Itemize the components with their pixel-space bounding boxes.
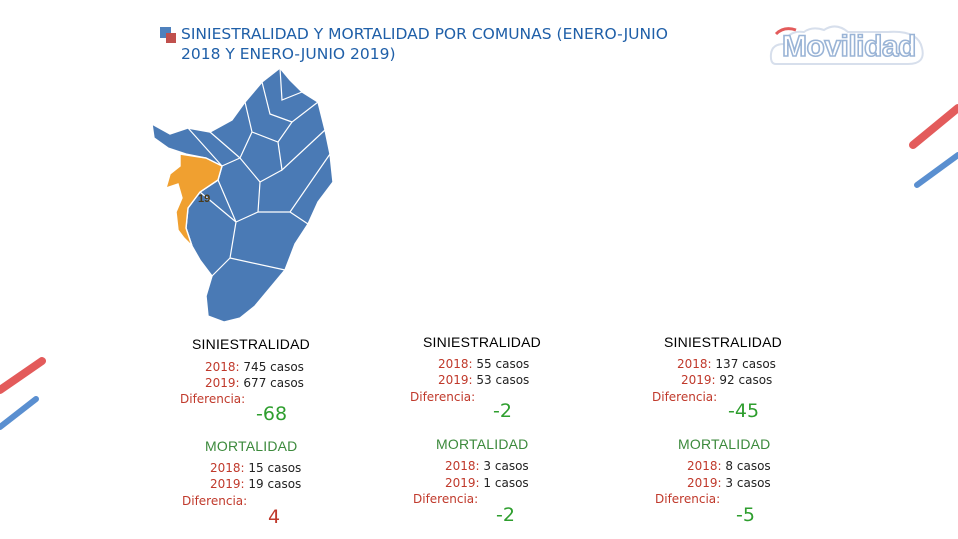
mortalidad-2019: 2019: 19 casos	[210, 477, 302, 491]
siniestralidad-2019: 2019: 92 casos	[681, 373, 773, 387]
decorative-stripes-right	[909, 104, 958, 188]
diferencia-label: Diferencia:	[180, 392, 246, 406]
diferencia-label: Diferencia:	[655, 492, 721, 506]
comuna-19-highlight	[164, 153, 223, 247]
movilidad-logo: Movilidad	[768, 24, 928, 72]
title-bullet-icon	[160, 27, 176, 43]
mortalidad-diferencia: -5	[736, 504, 755, 526]
siniestralidad-diferencia: -2	[493, 400, 512, 422]
mortalidad-2019: 2019: 1 casos	[445, 476, 529, 490]
diferencia-label: Diferencia:	[410, 390, 476, 404]
cloud-icon	[769, 25, 924, 65]
siniestralidad-label: SINIESTRALIDAD	[664, 334, 782, 350]
siniestralidad-label: SINIESTRALIDAD	[423, 334, 541, 350]
siniestralidad-diferencia: -68	[256, 403, 288, 425]
siniestralidad-2019: 2019: 677 casos	[205, 376, 304, 390]
comuna-19-label: 19	[198, 193, 210, 205]
mortalidad-2018: 2018: 8 casos	[687, 459, 771, 473]
mortalidad-2018: 2018: 3 casos	[445, 459, 529, 473]
siniestralidad-2018: 2018: 137 casos	[677, 357, 776, 371]
decorative-stripes-left	[0, 357, 46, 430]
mortalidad-label: MORTALIDAD	[678, 436, 771, 452]
mortalidad-2018: 2018: 15 casos	[210, 461, 302, 475]
map-comunas-base	[151, 67, 334, 323]
diferencia-label: Diferencia:	[182, 494, 248, 508]
logo-text: Movilidad	[781, 29, 917, 64]
comunas-map: 19	[151, 67, 334, 323]
siniestralidad-2018: 2018: 745 casos	[205, 360, 304, 374]
mortalidad-diferencia: -2	[496, 504, 515, 526]
diferencia-label: Diferencia:	[413, 492, 479, 506]
siniestralidad-2019: 2019: 53 casos	[438, 373, 530, 387]
page-title: SINIESTRALIDAD Y MORTALIDAD POR COMUNAS …	[181, 25, 668, 63]
diferencia-label: Diferencia:	[652, 390, 718, 404]
siniestralidad-diferencia: -45	[728, 400, 760, 422]
mortalidad-2019: 2019: 3 casos	[687, 476, 771, 490]
mortalidad-diferencia: 4	[268, 506, 281, 528]
siniestralidad-label: SINIESTRALIDAD	[192, 336, 310, 352]
siniestralidad-2018: 2018: 55 casos	[438, 357, 530, 371]
mortalidad-label: MORTALIDAD	[436, 436, 529, 452]
mortalidad-label: MORTALIDAD	[205, 438, 298, 454]
